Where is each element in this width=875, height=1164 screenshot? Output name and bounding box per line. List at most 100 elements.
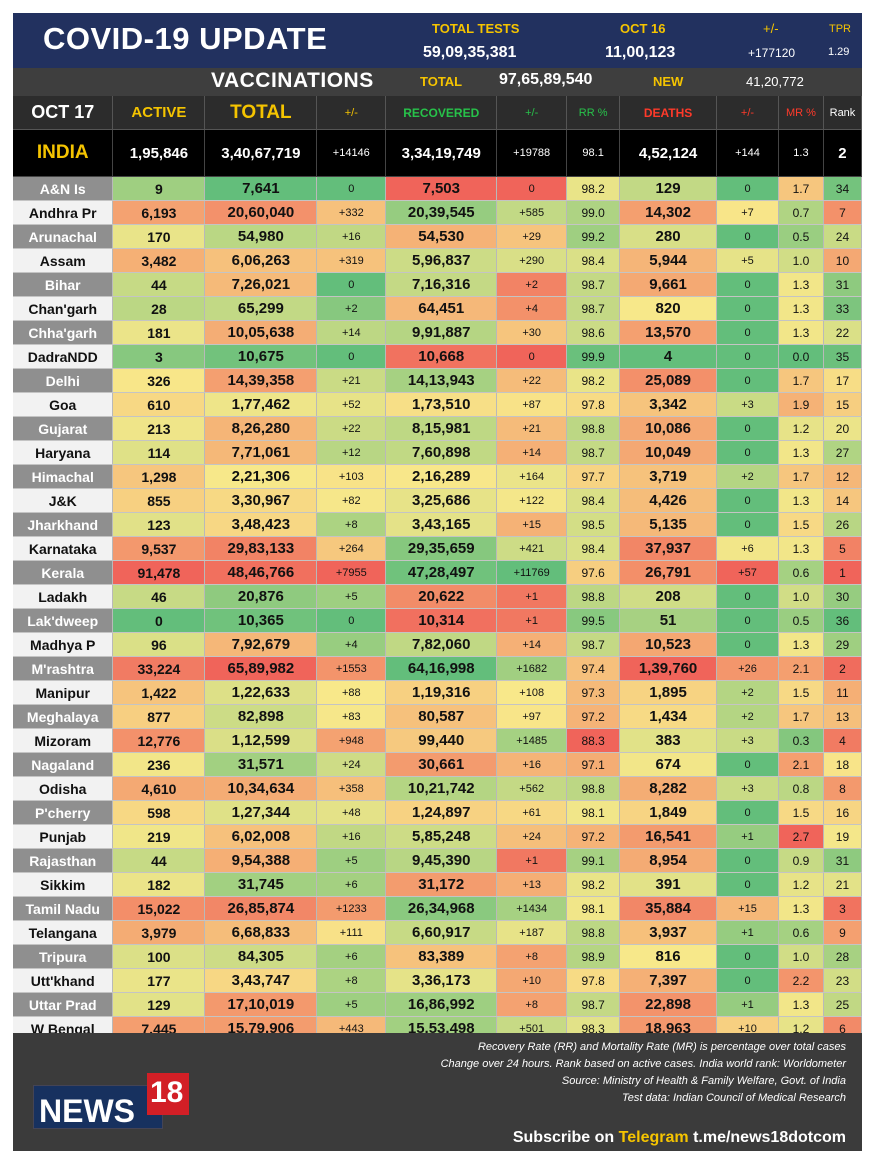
recovery-rate: 97.2 xyxy=(566,704,621,729)
table-row: Chha'garh 181 10,05,638 +14 9,91,887 +30 98.6 1… xyxy=(13,320,863,345)
state-name: Rajasthan xyxy=(13,848,114,873)
subscribe-link[interactable]: t.me/news18dotcom xyxy=(693,1129,846,1146)
rank: 2 xyxy=(823,656,863,681)
mortality-rate: 1.0 xyxy=(778,584,824,609)
total-change: +8 xyxy=(316,968,387,993)
state-name: Himachal xyxy=(13,464,114,489)
recovery-rate: 98.2 xyxy=(566,368,621,393)
table-row: Punjab 219 6,02,008 +16 5,85,248 +24 97.2 16,54… xyxy=(13,824,863,849)
recovered: 8,15,981 xyxy=(385,416,498,441)
active-cases: 6,193 xyxy=(112,200,206,225)
deaths-change: 0 xyxy=(716,968,779,993)
page-title: COVID-19 UPDATE xyxy=(43,21,328,56)
deaths-change: 0 xyxy=(716,608,779,633)
deaths-change: 0 xyxy=(716,944,779,969)
recovered-change: +61 xyxy=(496,800,568,825)
deaths-change: +1 xyxy=(716,920,779,945)
recovered: 9,91,887 xyxy=(385,320,498,345)
recovery-rate: 98.5 xyxy=(566,512,621,537)
india-deaths-change: +144 xyxy=(716,129,779,177)
recovered-change: +2 xyxy=(496,272,568,297)
deaths: 129 xyxy=(619,176,718,201)
recovered-change: +1434 xyxy=(496,896,568,921)
recovery-rate: 98.7 xyxy=(566,632,621,657)
recovered: 20,39,545 xyxy=(385,200,498,225)
table-row: Telangana 3,979 6,68,833 +111 6,60,917 +187 98… xyxy=(13,920,863,945)
recovery-rate: 97.1 xyxy=(566,752,621,777)
active-cases: 15,022 xyxy=(112,896,206,921)
total-cases: 3,48,423 xyxy=(204,512,318,537)
active-cases: 0 xyxy=(112,608,206,633)
deaths-change: +2 xyxy=(716,680,779,705)
table-row: Tamil Nadu 15,022 26,85,874 +1233 26,34,968 +… xyxy=(13,896,863,921)
total-change: +14 xyxy=(316,320,387,345)
mortality-rate: 1.3 xyxy=(778,296,824,321)
mortality-rate: 2.1 xyxy=(778,752,824,777)
deaths: 16,541 xyxy=(619,824,718,849)
table-row: P'cherry 598 1,27,344 +48 1,24,897 +61 98.1 1,8… xyxy=(13,800,863,825)
mortality-rate: 0.6 xyxy=(778,920,824,945)
active-cases: 44 xyxy=(112,848,206,873)
state-name: Meghalaya xyxy=(13,704,114,729)
table-row: Kerala 91,478 48,46,766 +7955 47,28,497 +1176… xyxy=(13,560,863,585)
mortality-rate: 2.7 xyxy=(778,824,824,849)
deaths: 10,523 xyxy=(619,632,718,657)
active-cases: 236 xyxy=(112,752,206,777)
header-rr: RR % xyxy=(566,96,621,130)
mortality-rate: 1.7 xyxy=(778,464,824,489)
recovery-rate: 98.8 xyxy=(566,416,621,441)
active-cases: 129 xyxy=(112,992,206,1017)
recovery-rate: 98.6 xyxy=(566,320,621,345)
table-row: Odisha 4,610 10,34,634 +358 10,21,742 +562 98.… xyxy=(13,776,863,801)
rank: 26 xyxy=(823,512,863,537)
recovery-rate: 98.2 xyxy=(566,176,621,201)
deaths: 208 xyxy=(619,584,718,609)
recovered-change: +21 xyxy=(496,416,568,441)
total-change: +948 xyxy=(316,728,387,753)
deaths: 280 xyxy=(619,224,718,249)
active-cases: 9 xyxy=(112,176,206,201)
total-change: +82 xyxy=(316,488,387,513)
total-tests-value: 59,09,35,381 xyxy=(423,44,517,61)
footnote-source: Source: Ministry of Health & Family Welf… xyxy=(561,1075,846,1087)
recovered-change: +187 xyxy=(496,920,568,945)
recovered: 6,60,917 xyxy=(385,920,498,945)
recovery-rate: 98.7 xyxy=(566,440,621,465)
table-row: Sikkim 182 31,745 +6 31,172 +13 98.2 391 0 1.2 21 xyxy=(13,872,863,897)
total-cases: 1,77,462 xyxy=(204,392,318,417)
header-recovered: RECOVERED xyxy=(385,96,498,130)
total-change: +1233 xyxy=(316,896,387,921)
active-cases: 114 xyxy=(112,440,206,465)
deaths-change: +15 xyxy=(716,896,779,921)
deaths: 9,661 xyxy=(619,272,718,297)
recovered: 47,28,497 xyxy=(385,560,498,585)
recovered-change: +30 xyxy=(496,320,568,345)
deaths-change: +3 xyxy=(716,392,779,417)
header-rank: Rank xyxy=(823,96,863,130)
table-row: Madhya P 96 7,92,679 +4 7,82,060 +14 98.7 10,52… xyxy=(13,632,863,657)
mortality-rate: 1.3 xyxy=(778,440,824,465)
recovered: 14,13,943 xyxy=(385,368,498,393)
total-change: +2 xyxy=(316,296,387,321)
recovered-change: +1 xyxy=(496,608,568,633)
table-row: Lak'dweep 0 10,365 0 10,314 +1 99.5 51 0 0.5 36 xyxy=(13,608,863,633)
state-name: M'rashtra xyxy=(13,656,114,681)
recovered: 7,503 xyxy=(385,176,498,201)
recovery-rate: 98.7 xyxy=(566,272,621,297)
total-cases: 48,46,766 xyxy=(204,560,318,585)
table-row: Karnataka 9,537 29,83,133 +264 29,35,659 +421… xyxy=(13,536,863,561)
deaths: 8,282 xyxy=(619,776,718,801)
deaths: 7,397 xyxy=(619,968,718,993)
total-change: 0 xyxy=(316,344,387,369)
total-cases: 10,365 xyxy=(204,608,318,633)
table-row: Arunachal 170 54,980 +16 54,530 +29 99.2 280 0 0.… xyxy=(13,224,863,249)
total-change: +48 xyxy=(316,800,387,825)
table-row: Haryana 114 7,71,061 +12 7,60,898 +14 98.7 10,0… xyxy=(13,440,863,465)
active-cases: 610 xyxy=(112,392,206,417)
deaths-change: 0 xyxy=(716,224,779,249)
recovered: 80,587 xyxy=(385,704,498,729)
recovered: 99,440 xyxy=(385,728,498,753)
state-name: Ladakh xyxy=(13,584,114,609)
recovered: 20,622 xyxy=(385,584,498,609)
deaths-change: +1 xyxy=(716,992,779,1017)
